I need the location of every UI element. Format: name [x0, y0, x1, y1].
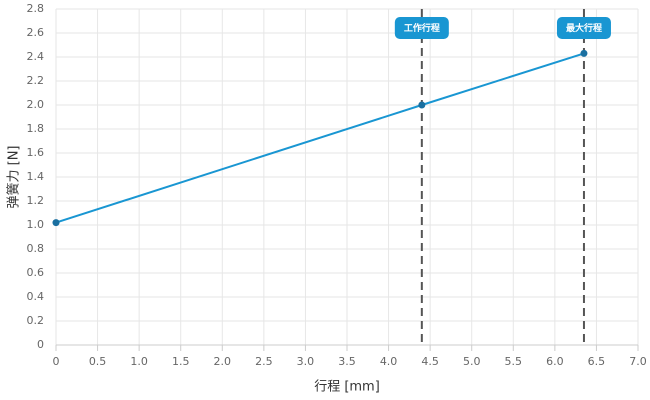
x-tick-label: 7.0 [629, 355, 647, 368]
annotation-label: 最大行程 [566, 22, 602, 34]
x-tick-label: 1.0 [130, 355, 148, 368]
point [418, 101, 426, 109]
point [52, 219, 60, 227]
annotation-label: 工作行程 [404, 22, 440, 34]
x-tick-label: 6.0 [546, 355, 564, 368]
x-tick-label: 5.5 [505, 355, 523, 368]
annotation-box [556, 17, 611, 39]
y-tick-label: 0.2 [27, 314, 45, 327]
x-tick-label: 4.0 [380, 355, 398, 368]
point [580, 49, 588, 57]
y-tick-label: 1.8 [27, 122, 45, 135]
x-axis-title: 行程 [mm] [314, 380, 380, 395]
x-tick-label: 4.5 [421, 355, 439, 368]
y-tick-label: 2.6 [27, 26, 45, 39]
x-tick-label: 3.5 [338, 355, 356, 368]
y-tick-label: 0.4 [27, 290, 45, 303]
y-tick-label: 2.0 [27, 98, 45, 111]
y-tick-label: 2.2 [27, 74, 45, 87]
y-tick-label: 1.2 [27, 194, 45, 207]
y-tick-label: 1.0 [27, 218, 45, 231]
y-tick-label: 2.8 [27, 2, 45, 15]
x-tick-label: 2.0 [214, 355, 232, 368]
annotation-box [394, 17, 449, 39]
y-tick-label: 1.6 [27, 146, 45, 159]
y-tick-label: 0 [37, 338, 44, 351]
x-tick-label: 1.5 [172, 355, 190, 368]
x-tick-label: 2.5 [255, 355, 273, 368]
x-tick-label: 3.0 [297, 355, 315, 368]
y-tick-label: 2.4 [27, 50, 45, 63]
y-tick-label: 0.6 [27, 266, 45, 279]
x-tick-label: 6.5 [588, 355, 606, 368]
x-tick-label: 0 [53, 355, 60, 368]
y-tick-label: 1.4 [27, 170, 45, 183]
series-line [55, 52, 585, 224]
x-tick-label: 0.5 [89, 355, 107, 368]
y-tick-label: 0.8 [27, 242, 45, 255]
x-tick-label: 5.0 [463, 355, 481, 368]
y-axis-title: 弹簧力 [N] [6, 145, 22, 208]
